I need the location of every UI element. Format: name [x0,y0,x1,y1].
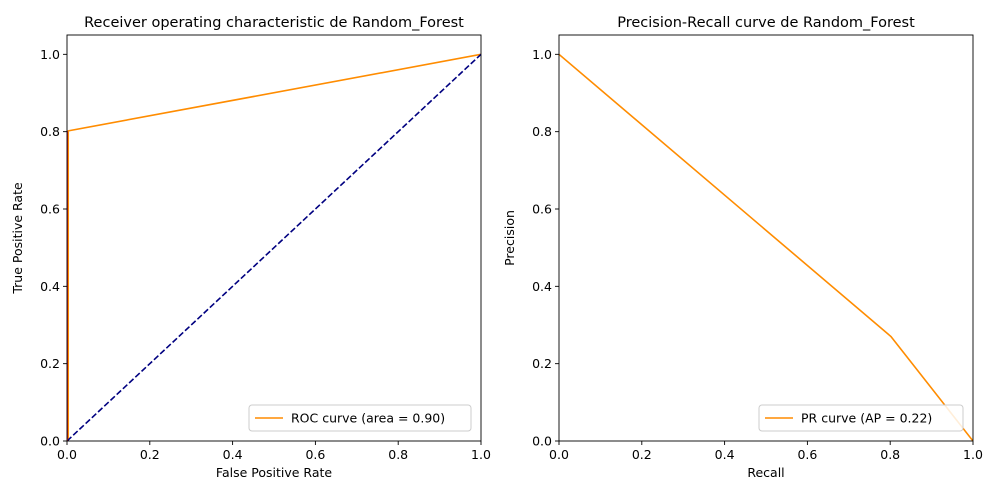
x-tick-label: 1.0 [471,447,491,462]
chart-title: Receiver operating characteristic de Ran… [84,15,464,31]
legend-entry: ROC curve (area = 0.90) [291,411,445,426]
chart-title: Precision-Recall curve de Random_Forest [617,15,915,31]
x-tick-label: 0.0 [549,447,569,462]
plot-area [67,53,481,441]
y-tick-label: 0.0 [532,434,552,449]
x-tick-label: 0.4 [715,447,735,462]
y-tick-label: 0.0 [40,434,60,449]
diagonal-reference-line [67,53,481,441]
y-tick-label: 0.8 [532,124,552,139]
x-tick-label: 1.0 [963,447,983,462]
legend-box [758,404,964,432]
roc-chart-panel: Receiver operating characteristic de Ran… [10,15,491,480]
y-tick-label: 0.2 [40,356,60,371]
y-tick-label: 0.6 [40,202,60,217]
y-axis-label: Precision [502,210,517,266]
x-tick-label: 0.6 [797,447,817,462]
y-tick-label: 0.4 [40,279,60,294]
x-tick-label: 0.8 [388,447,408,462]
legend-entry: PR curve (AP = 0.22) [801,411,932,426]
axes-frame [66,34,482,442]
x-tick-label: 0.2 [632,447,652,462]
legend: ROC curve (area = 0.90) [248,404,472,432]
legend-box [248,404,472,432]
y-tick-label: 0.8 [40,124,60,139]
axes-frame [558,34,974,442]
x-axis-label: False Positive Rate [216,465,332,480]
x-tick-label: 0.8 [880,447,900,462]
x-tick-label: 0.4 [223,447,243,462]
legend: PR curve (AP = 0.22) [758,404,964,432]
pr-chart-panel: Precision-Recall curve de Random_Forest 0… [502,15,983,480]
x-axis-label: Recall [747,465,784,480]
y-tick-label: 0.6 [532,202,552,217]
y-axis-label: True Positive Rate [10,182,25,295]
x-tick-label: 0.0 [57,447,77,462]
y-tick-label: 0.2 [532,356,552,371]
plot-area [559,53,973,441]
y-tick-label: 1.0 [532,47,552,62]
x-tick-label: 0.2 [140,447,160,462]
series-line [67,53,481,441]
series-line [559,53,973,441]
y-tick-label: 0.4 [532,279,552,294]
y-tick-label: 1.0 [40,47,60,62]
x-tick-label: 0.6 [305,447,325,462]
